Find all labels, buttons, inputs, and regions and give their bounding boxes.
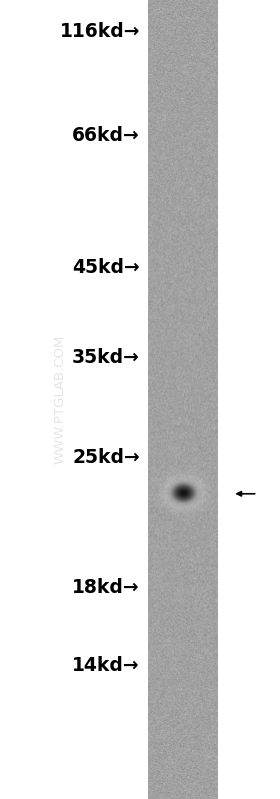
Text: WWW.PTGLAB.COM: WWW.PTGLAB.COM xyxy=(54,335,67,464)
Text: 18kd→: 18kd→ xyxy=(72,578,140,597)
Text: 35kd→: 35kd→ xyxy=(72,348,140,367)
Text: 14kd→: 14kd→ xyxy=(72,656,140,675)
Text: 66kd→: 66kd→ xyxy=(72,126,140,145)
Text: 45kd→: 45kd→ xyxy=(72,258,140,277)
Text: 116kd→: 116kd→ xyxy=(59,22,140,42)
Text: 25kd→: 25kd→ xyxy=(72,447,140,467)
